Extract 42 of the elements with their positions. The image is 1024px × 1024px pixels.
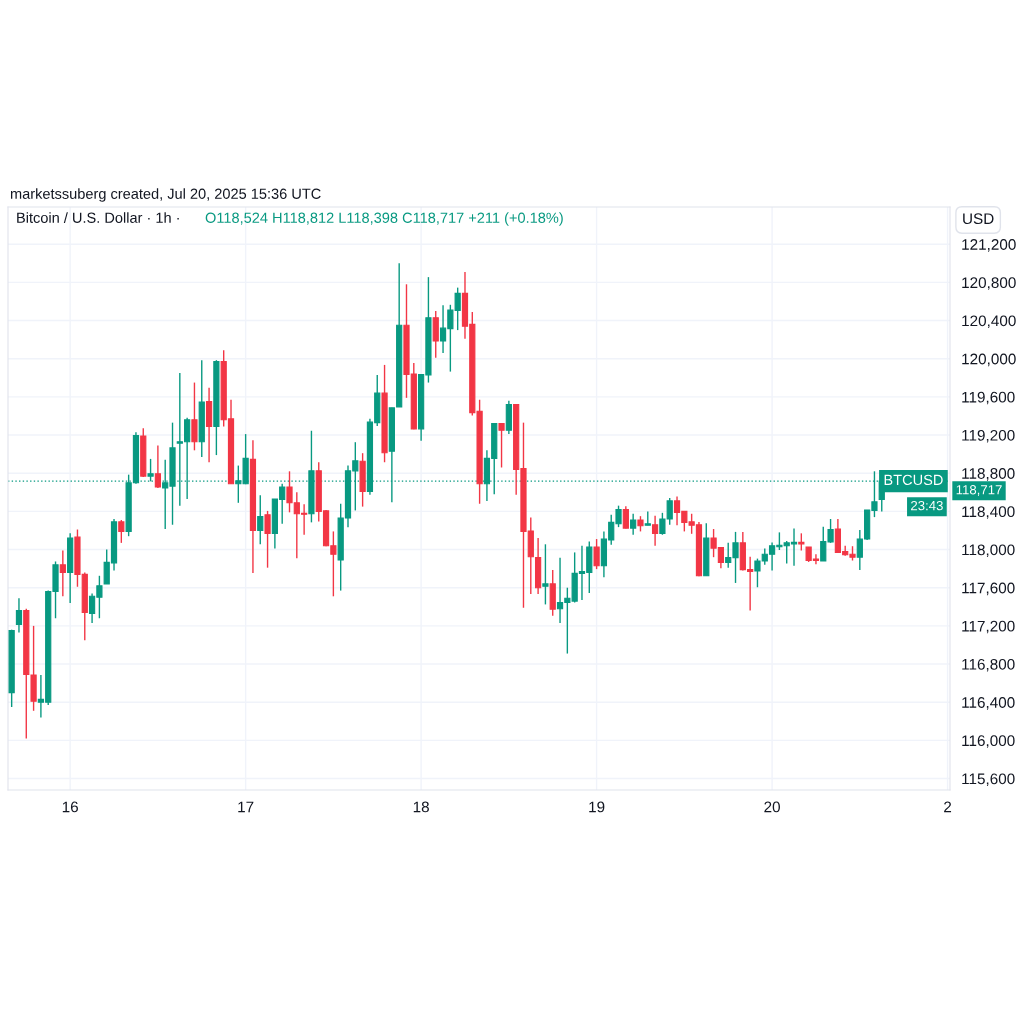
candlestick [651,514,659,547]
y-tick-label: 119,600 [962,391,1015,405]
y-tick-label: 117,600 [962,582,1015,596]
y-tick-label: 120,000 [962,353,1016,367]
ref-line-label: BTCUSD [884,474,943,486]
y-tick-label: 115,600 [962,773,1015,787]
x-tick-label: 20 [764,801,780,813]
candlestick [118,519,125,544]
y-tick-label: 121,200 [962,239,1016,252]
y-tick-label: 118,800 [962,468,1015,481]
x-tick-label: 17 [238,801,254,813]
chart-title: Bitcoin / U.S. Dollar · 1h · [17,212,179,223]
text: 118,717 [956,485,1002,496]
candlestick [432,310,439,359]
chart-subtitle: O118,524 H118,812 L118,398 C118,717 +211 (+0.18%) [205,212,563,226]
candlestick [154,444,162,489]
candlestick [498,422,505,469]
y-axis-title: USD [963,213,994,225]
candlestick [257,494,264,545]
y-tick-label: 116,400 [962,697,1015,710]
x-tick-label: 16 [62,801,78,813]
text: marketssuberg created, Jul 20, 2025 15:36 UTC [10,188,321,202]
annotation: 23:43 [911,500,943,511]
candlestick [542,543,549,606]
candlestick [59,549,66,597]
candlestick [191,381,198,452]
y-tick-label: 116,800 [962,658,1015,672]
candlestick [593,538,600,570]
x-tick-label: 19 [589,801,605,813]
candlestick [630,513,637,536]
candlestick [264,510,271,569]
y-tick-label: 118,400 [962,506,1015,519]
x-tick-label: 18 [413,801,429,813]
y-tick-label: 116,000 [962,735,1015,748]
candlestick [622,505,629,530]
y-tick-label: 120,800 [962,277,1016,290]
y-tick-label: 117,200 [962,620,1015,634]
y-tick-label: 118,000 [962,544,1015,558]
y-tick-label: 120,400 [962,315,1016,329]
x-tick-label: 2 [944,801,952,813]
y-tick-label: 119,200 [962,429,1015,443]
candlestick [15,597,23,634]
